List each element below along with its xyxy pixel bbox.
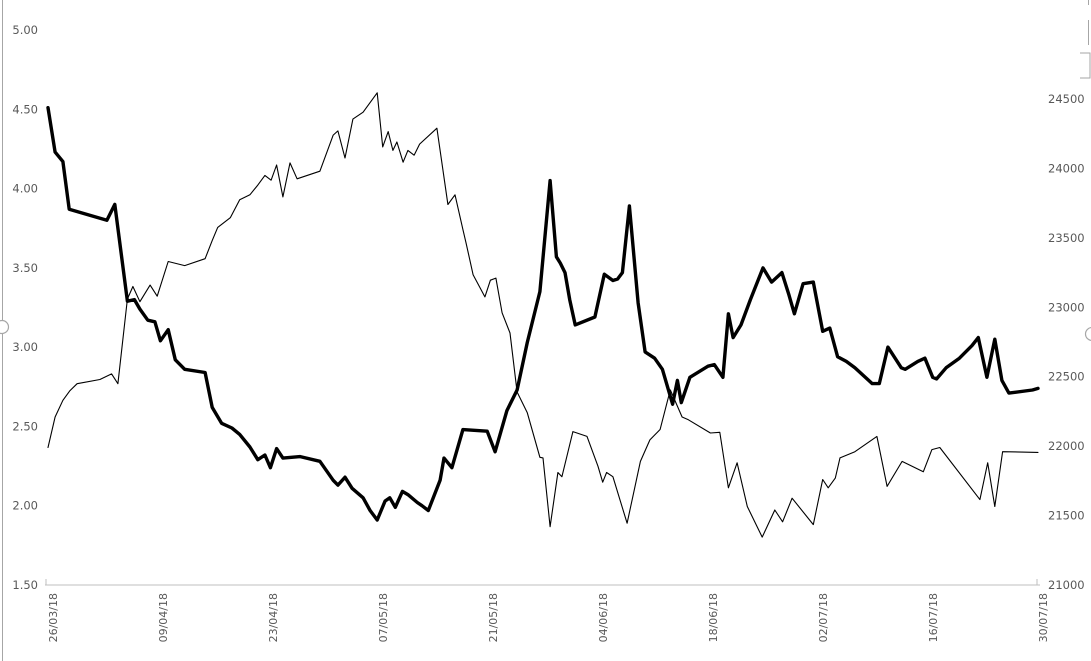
y-axis-right-tick-label: 22000 — [1048, 439, 1085, 453]
y-axis-right-tick-label: 23500 — [1048, 231, 1085, 245]
x-axis-tick-label: 26/03/18 — [47, 593, 60, 642]
x-axis-tick-label: 23/04/18 — [267, 593, 280, 642]
thick-series-left-axis-line[interactable] — [46, 105, 1040, 522]
x-axis-tick-label: 07/05/18 — [377, 593, 390, 642]
thin-series-right-axis-line[interactable] — [47, 92, 1039, 538]
x-axis-tick-label: 21/05/18 — [487, 593, 500, 642]
scrollbar-fragment-bracket[interactable] — [1080, 52, 1091, 79]
y-axis-left-tick-label: 3.50 — [12, 261, 38, 275]
y-axis-left-tick-label: 3.00 — [12, 340, 38, 354]
y-axis-left-tick-label: 5.00 — [12, 23, 38, 37]
y-axis-left-tick-label: 2.50 — [12, 419, 38, 433]
y-axis-left-tick-label: 4.50 — [12, 102, 38, 116]
x-axis-tick-label: 16/07/18 — [927, 593, 940, 642]
x-axis-tick-label: 30/07/18 — [1037, 593, 1050, 642]
y-axis-left-tick-label: 1.50 — [12, 578, 38, 592]
chart-resize-handle-right[interactable] — [1084, 326, 1091, 342]
y-axis-right-tick-label: 24000 — [1048, 161, 1085, 175]
x-axis-tick-label: 18/06/18 — [707, 593, 720, 642]
y-axis-left-tick-label: 2.00 — [12, 499, 38, 513]
y-axis-right-tick-label: 22500 — [1048, 370, 1085, 384]
y-axis-left-tick-label: 4.00 — [12, 182, 38, 196]
y-axis-right-tick-label: 21000 — [1048, 578, 1085, 592]
y-axis-right-tick-label: 23000 — [1048, 300, 1085, 314]
x-axis-tick-label: 04/06/18 — [597, 593, 610, 642]
chart-resize-handle-left[interactable] — [0, 319, 10, 335]
y-axis-right-tick-label: 24500 — [1048, 92, 1085, 106]
x-axis-tick-label: 02/07/18 — [817, 593, 830, 642]
y-axis-right-tick-label: 21500 — [1048, 509, 1085, 523]
x-axis-tick-label: 09/04/18 — [157, 593, 170, 642]
